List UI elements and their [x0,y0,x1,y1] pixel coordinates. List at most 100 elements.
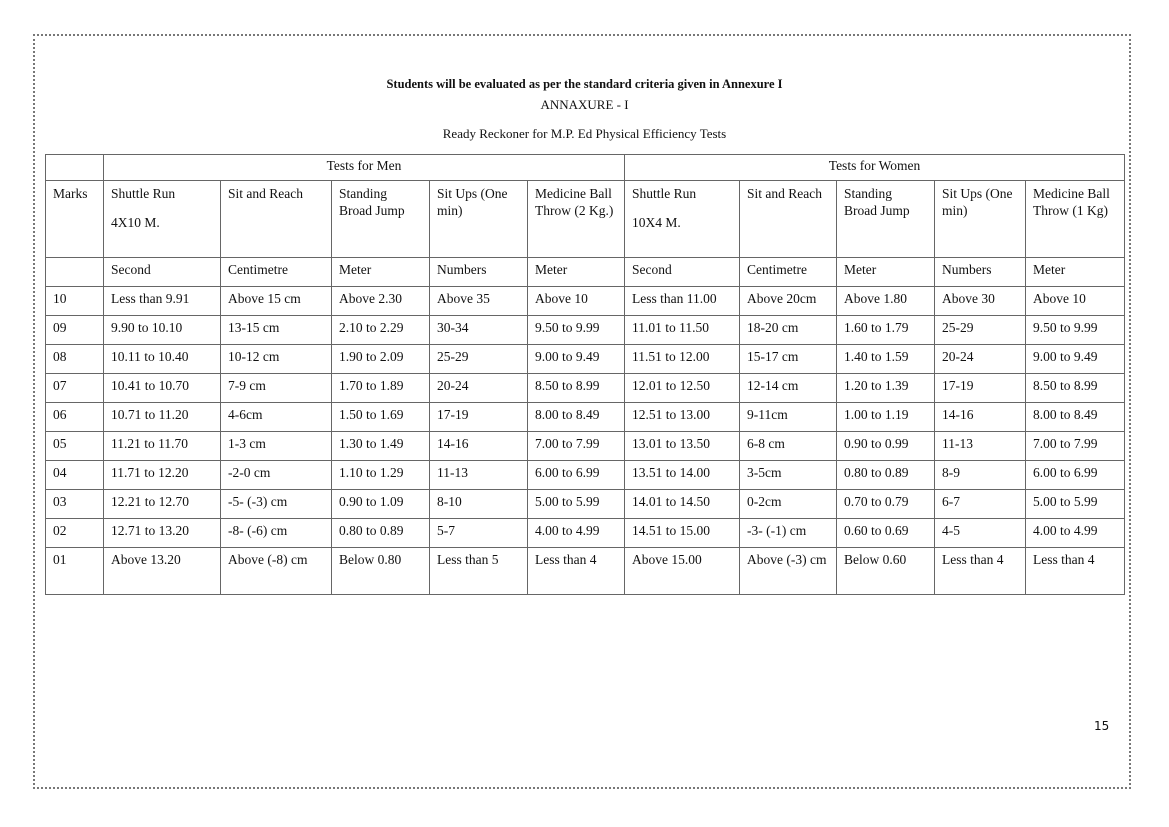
value-cell: 1.30 to 1.49 [331,431,430,461]
unit-cell: Meter [527,257,625,287]
value-cell: 8-9 [934,460,1026,490]
value-cell: Less than 9.91 [103,286,221,316]
value-cell: 9.00 to 9.49 [527,344,625,374]
table-row: 07 10.41 to 10.70 7-9 cm 1.70 to 1.89 20-24 8… [45,373,1125,403]
value-cell: Above 20cm [739,286,837,316]
column-title: Sit Ups (One min) [942,186,1013,218]
value-cell: -8- (-6) cm [220,518,332,548]
value-cell: 6.00 to 6.99 [1025,460,1125,490]
value-cell: 4.00 to 4.99 [527,518,625,548]
unit-cell: Numbers [934,257,1026,287]
value-cell: Above 35 [429,286,528,316]
marks-cell: 07 [45,373,104,403]
value-cell: 1.90 to 2.09 [331,344,430,374]
value-cell: 0-2cm [739,489,837,519]
value-cell: Above 30 [934,286,1026,316]
value-cell: 14-16 [934,402,1026,432]
value-cell: 12-14 cm [739,373,837,403]
value-cell: 9.50 to 9.99 [527,315,625,345]
value-cell: 30-34 [429,315,528,345]
value-cell: 6-8 cm [739,431,837,461]
unit-cell: Meter [836,257,935,287]
column-subtitle: 10X4 M. [632,215,681,230]
value-cell: 0.90 to 0.99 [836,431,935,461]
value-cell: Above 15 cm [220,286,332,316]
table-row: 10 Less than 9.91 Above 15 cm Above 2.30 Abo… [45,286,1125,316]
value-cell: 14.01 to 14.50 [624,489,740,519]
empty-cell [45,257,104,287]
value-cell: 11.51 to 12.00 [624,344,740,374]
value-cell: -5- (-3) cm [220,489,332,519]
value-cell: 11.21 to 11.70 [103,431,221,461]
value-cell: Less than 4 [1025,547,1125,595]
value-cell: 11-13 [429,460,528,490]
column-title: Sit Ups (One min) [437,186,508,218]
column-header: Sit Ups (One min) [934,180,1026,258]
value-cell: 4.00 to 4.99 [1025,518,1125,548]
column-title: Shuttle Run [632,186,697,201]
value-cell: 7.00 to 7.99 [527,431,625,461]
value-cell: 4-6cm [220,402,332,432]
column-title: Standing Broad Jump [844,186,910,218]
table-caption: Ready Reckoner for M.P. Ed Physical Effi… [442,126,727,141]
value-cell: 11.71 to 12.20 [103,460,221,490]
value-cell: 1.70 to 1.89 [331,373,430,403]
column-header: Standing Broad Jump [331,180,430,258]
value-cell: 8-10 [429,489,528,519]
marks-cell: 10 [45,286,104,316]
value-cell: 12.21 to 12.70 [103,489,221,519]
value-cell: Above (-3) cm [739,547,837,595]
value-cell: 1.00 to 1.19 [836,402,935,432]
value-cell: 0.60 to 0.69 [836,518,935,548]
value-cell: 15-17 cm [739,344,837,374]
marks-cell: 06 [45,402,104,432]
column-header: Standing Broad Jump [836,180,935,258]
column-title: Shuttle Run [111,186,176,201]
value-cell: 13.01 to 13.50 [624,431,740,461]
unit-cell: Second [624,257,740,287]
marks-cell: 08 [45,344,104,374]
value-cell: 9.50 to 9.99 [1025,315,1125,345]
unit-cell: Centimetre [220,257,332,287]
value-cell: 10.71 to 11.20 [103,402,221,432]
table-row: 01 Above 13.20 Above (-8) cm Below 0.80 Less… [45,547,1125,595]
value-cell: -2-0 cm [220,460,332,490]
table-row: 06 10.71 to 11.20 4-6cm 1.50 to 1.69 17-19 8.… [45,402,1125,432]
value-cell: 0.80 to 0.89 [331,518,430,548]
column-header: Sit Ups (One min) [429,180,528,258]
column-title: Sit and Reach [228,186,303,201]
value-cell: 9-11cm [739,402,837,432]
page-border [33,34,1131,789]
value-cell: Above 1.80 [836,286,935,316]
value-cell: Above 10 [1025,286,1125,316]
column-title: Sit and Reach [747,186,822,201]
marks-cell: 09 [45,315,104,345]
value-cell: 14-16 [429,431,528,461]
table-row: 04 11.71 to 12.20 -2-0 cm 1.10 to 1.29 11-13… [45,460,1125,490]
marks-cell: 02 [45,518,104,548]
value-cell: 9.90 to 10.10 [103,315,221,345]
value-cell: 8.50 to 8.99 [527,373,625,403]
group-women: Tests for Women [624,154,1125,181]
unit-cell: Centimetre [739,257,837,287]
value-cell: 12.71 to 13.20 [103,518,221,548]
column-header: Sit and Reach [739,180,837,258]
value-cell: 1.60 to 1.79 [836,315,935,345]
page-number: 15 [1094,719,1110,733]
marks-cell: 05 [45,431,104,461]
unit-cell: Meter [1025,257,1125,287]
value-cell: Less than 4 [527,547,625,595]
column-title: Medicine Ball Throw (1 Kg) [1033,186,1110,218]
value-cell: 6.00 to 6.99 [527,460,625,490]
value-cell: Less than 11.00 [624,286,740,316]
value-cell: 0.90 to 1.09 [331,489,430,519]
value-cell: 17-19 [934,373,1026,403]
value-cell: 8.00 to 8.49 [527,402,625,432]
column-header: Medicine Ball Throw (2 Kg.) [527,180,625,258]
value-cell: 10.11 to 10.40 [103,344,221,374]
unit-cell: Second [103,257,221,287]
table-row: 02 12.71 to 13.20 -8- (-6) cm 0.80 to 0.89 5… [45,518,1125,548]
value-cell: 11-13 [934,431,1026,461]
value-cell: 20-24 [934,344,1026,374]
units-row: Second Centimetre Meter Numbers Meter Second C… [45,257,1125,287]
